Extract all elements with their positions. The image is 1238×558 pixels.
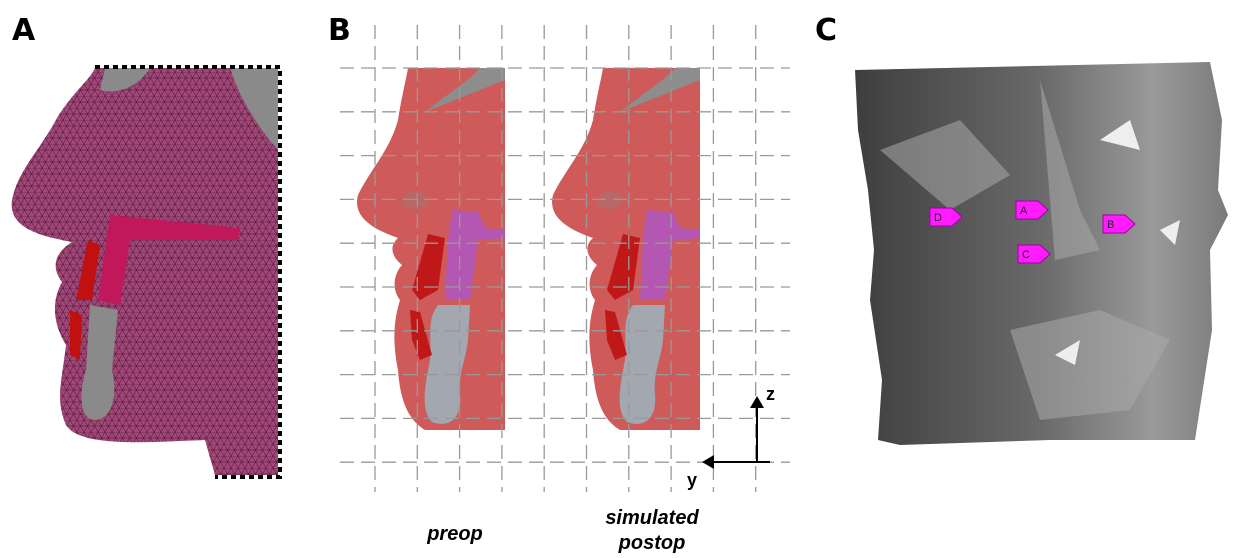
profiles <box>357 68 700 430</box>
caption: simulated <box>605 507 699 529</box>
panel-a: A <box>12 13 280 477</box>
profile <box>552 68 700 430</box>
panel-label: C <box>815 13 837 48</box>
arrow-head <box>702 455 714 469</box>
panel-c: C D A B C <box>815 13 1228 445</box>
figure: A B z y preop simulated postop C D A B C <box>0 0 1238 558</box>
marker-label: A <box>1020 205 1028 217</box>
marker-label: C <box>1022 249 1030 261</box>
caption: postop <box>618 532 686 554</box>
marker-label: D <box>934 212 942 224</box>
panel-b: B z y preop simulated postop <box>328 13 790 554</box>
axis-label: y <box>687 470 697 490</box>
profile <box>357 68 505 430</box>
caption: preop <box>426 523 483 545</box>
arrow-head <box>750 396 764 408</box>
mesh-lines <box>12 68 278 475</box>
panel-label: A <box>12 13 36 48</box>
marker-label: B <box>1107 219 1114 231</box>
panel-label: B <box>328 13 351 48</box>
axis-label: z <box>766 384 775 404</box>
